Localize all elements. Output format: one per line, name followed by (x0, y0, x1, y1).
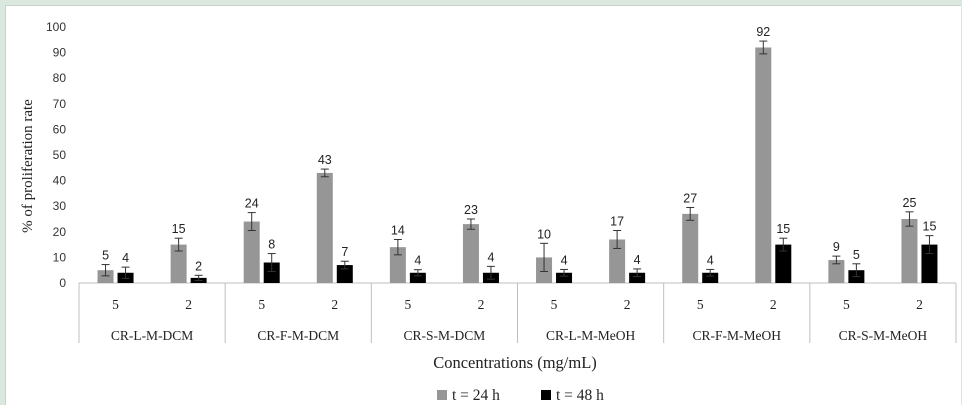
data-label: 25 (903, 196, 917, 210)
bar-48h (263, 262, 280, 283)
bar-24h (901, 219, 918, 283)
bar-48h (702, 272, 719, 283)
bar-24h (97, 270, 114, 283)
group-label: CR-S-M-MeOH (839, 328, 928, 343)
y-tick-label: 50 (53, 148, 67, 162)
group-label: CR-L-M-DCM (111, 328, 194, 343)
concentration-tick-label: 2 (185, 297, 192, 312)
bar-24h (389, 247, 406, 283)
bar-48h (775, 244, 792, 283)
bar-24h (462, 224, 479, 283)
bar-48h (409, 272, 426, 283)
bar-24h (316, 172, 333, 283)
concentration-tick-label: 5 (258, 297, 265, 312)
data-label: 5 (102, 249, 109, 263)
data-label: 8 (268, 238, 275, 252)
data-label: 14 (391, 223, 405, 237)
concentration-tick-label: 2 (916, 297, 923, 312)
legend-label-24h: t = 24 h (452, 387, 500, 404)
y-tick-label: 40 (53, 174, 67, 188)
data-label: 2 (195, 259, 202, 273)
data-label: 7 (341, 245, 348, 259)
y-tick-label: 30 (53, 199, 67, 213)
data-label: 92 (756, 25, 770, 39)
y-tick-label: 80 (53, 71, 67, 85)
legend-swatch-24h (437, 390, 447, 400)
data-label: 4 (634, 253, 641, 267)
y-tick-label: 20 (53, 225, 67, 239)
legend-label-48h: t = 48 h (556, 387, 604, 404)
bar-24h (755, 47, 772, 284)
y-tick-label: 10 (53, 250, 67, 264)
bar-48h (336, 265, 353, 283)
concentration-tick-label: 5 (843, 297, 850, 312)
data-label: 9 (833, 240, 840, 254)
data-label: 15 (172, 222, 186, 236)
bar-24h (682, 213, 699, 283)
concentration-tick-label: 2 (478, 297, 485, 312)
data-label: 27 (683, 191, 697, 205)
data-label: 15 (776, 222, 790, 236)
data-label: 4 (487, 250, 494, 264)
data-label: 17 (610, 215, 624, 229)
bar-48h (556, 272, 573, 283)
group-label: CR-S-M-DCM (404, 328, 486, 343)
concentration-tick-label: 2 (770, 297, 777, 312)
bar-24h (243, 221, 260, 283)
proliferation-bar-chart: % of proliferation rate Concentrations (… (20, 20, 957, 404)
data-label: 15 (923, 220, 937, 234)
group-label: CR-F-M-DCM (257, 328, 339, 343)
data-label: 5 (853, 248, 860, 262)
bar-48h (921, 244, 938, 283)
bar-48h (629, 272, 646, 283)
chart-frame: % of proliferation rate Concentrations (… (5, 5, 961, 405)
concentration-tick-label: 5 (405, 297, 412, 312)
concentration-tick-label: 5 (551, 297, 558, 312)
group-label: CR-F-M-MeOH (692, 328, 781, 343)
y-tick-label: 70 (53, 97, 67, 111)
concentration-tick-label: 5 (112, 297, 119, 312)
y-tick-label: 90 (53, 46, 67, 60)
data-label: 23 (464, 203, 478, 217)
y-tick-label: 0 (59, 276, 66, 290)
concentration-tick-label: 2 (331, 297, 338, 312)
group-label: CR-L-M-MeOH (546, 328, 635, 343)
x-axis-label: Concentrations (mg/mL) (433, 353, 597, 372)
data-label: 24 (245, 197, 259, 211)
data-label: 4 (414, 254, 421, 268)
legend-swatch-48h (541, 390, 551, 400)
y-axis-label: % of proliferation rate (20, 99, 36, 233)
data-label: 4 (707, 253, 714, 267)
bar-24h (170, 244, 187, 283)
data-label: 4 (561, 253, 568, 267)
data-label: 10 (537, 227, 551, 241)
y-tick-label: 100 (46, 20, 66, 34)
data-label: 4 (122, 251, 129, 265)
data-label: 43 (318, 153, 332, 167)
bar-24h (609, 239, 626, 283)
y-tick-label: 60 (53, 122, 67, 136)
legend: t = 24 h t = 48 h (437, 387, 604, 404)
concentration-tick-label: 5 (697, 297, 704, 312)
concentration-tick-label: 2 (624, 297, 631, 312)
bar-24h (828, 259, 845, 283)
